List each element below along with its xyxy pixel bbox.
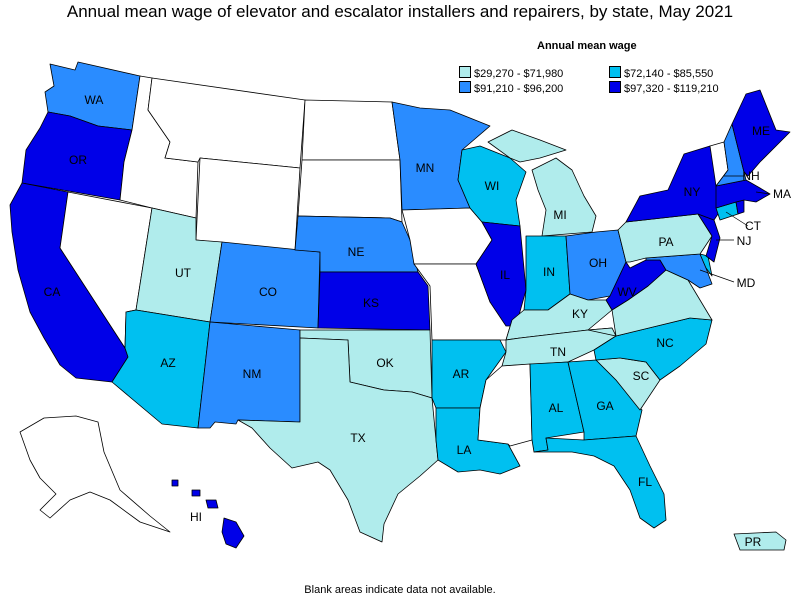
state-hi-maui[interactable] bbox=[205, 499, 219, 509]
state-me[interactable] bbox=[731, 89, 791, 177]
label-oh: OH bbox=[589, 256, 607, 270]
map-title: Annual mean wage of elevator and escalat… bbox=[66, 2, 734, 21]
state-pr[interactable] bbox=[733, 531, 787, 551]
legend-title: Annual mean wage bbox=[537, 40, 637, 52]
state-wy[interactable] bbox=[195, 157, 301, 251]
label-wi: WI bbox=[485, 179, 500, 193]
state-il[interactable] bbox=[475, 221, 527, 327]
label-ny: NY bbox=[684, 185, 701, 199]
state-ny[interactable] bbox=[625, 145, 723, 223]
legend-swatch bbox=[459, 81, 471, 93]
state-mt[interactable] bbox=[147, 77, 306, 169]
label-pr: PR bbox=[745, 535, 762, 549]
legend-item-tier-3: $91,210 - $96,200 bbox=[459, 81, 563, 95]
label-nj: NJ bbox=[737, 234, 752, 248]
state-de[interactable] bbox=[699, 253, 713, 277]
label-al: AL bbox=[549, 401, 564, 415]
label-ma: MA bbox=[773, 187, 791, 201]
footnote: Blank areas indicate data not available. bbox=[304, 584, 496, 596]
label-az: AZ bbox=[160, 356, 175, 370]
label-wv: WV bbox=[617, 285, 636, 299]
state-hi-kauai[interactable] bbox=[171, 479, 179, 487]
label-tx: TX bbox=[350, 431, 365, 445]
state-ks[interactable] bbox=[317, 271, 431, 331]
label-nc: NC bbox=[656, 336, 674, 350]
label-ky: KY bbox=[572, 307, 588, 321]
label-me: ME bbox=[752, 124, 770, 138]
legend-label: $72,140 - $85,550 bbox=[624, 68, 714, 80]
label-il: IL bbox=[500, 268, 510, 282]
legend-label: $91,210 - $96,200 bbox=[474, 83, 564, 95]
label-ne: NE bbox=[348, 245, 365, 259]
label-fl: FL bbox=[638, 475, 652, 489]
label-pa: PA bbox=[658, 235, 673, 249]
state-ak[interactable] bbox=[19, 415, 171, 533]
label-wa: WA bbox=[85, 93, 104, 107]
legend-label: $29,270 - $71,980 bbox=[474, 68, 564, 80]
legend-label: $97,320 - $119,210 bbox=[624, 83, 719, 95]
state-mi-upper[interactable] bbox=[487, 129, 567, 163]
label-tn: TN bbox=[550, 345, 566, 359]
label-nh: NH bbox=[742, 169, 759, 183]
state-nd[interactable] bbox=[301, 99, 401, 161]
label-ct: CT bbox=[745, 219, 762, 233]
label-hi: HI bbox=[190, 510, 202, 524]
label-or: OR bbox=[69, 153, 87, 167]
label-in: IN bbox=[543, 265, 555, 279]
label-ut: UT bbox=[175, 266, 192, 280]
label-ga: GA bbox=[596, 399, 613, 413]
legend-item-tier-2: $72,140 - $85,550 bbox=[609, 66, 713, 80]
legend-swatch bbox=[609, 66, 621, 78]
legend-item-tier-4: $97,320 - $119,210 bbox=[609, 81, 719, 95]
state-wi[interactable] bbox=[457, 145, 527, 227]
state-ma[interactable] bbox=[715, 179, 771, 209]
legend-swatch bbox=[459, 66, 471, 78]
label-ca: CA bbox=[44, 285, 61, 299]
legend-swatch bbox=[609, 81, 621, 93]
label-co: CO bbox=[259, 285, 277, 299]
state-sd[interactable] bbox=[297, 159, 403, 223]
state-tx[interactable] bbox=[237, 337, 439, 543]
label-ks: KS bbox=[363, 296, 379, 310]
state-mi[interactable] bbox=[531, 157, 597, 237]
state-fl[interactable] bbox=[533, 435, 667, 529]
state-hi-big[interactable] bbox=[221, 517, 245, 549]
label-ok: OK bbox=[376, 356, 393, 370]
label-mi: MI bbox=[553, 208, 566, 222]
label-la: LA bbox=[457, 443, 472, 457]
state-hi-oahu[interactable] bbox=[191, 489, 201, 497]
label-md: MD bbox=[737, 276, 756, 290]
label-mn: MN bbox=[416, 161, 435, 175]
label-ar: AR bbox=[453, 367, 470, 381]
label-sc: SC bbox=[633, 369, 650, 383]
legend-item-tier-1: $29,270 - $71,980 bbox=[459, 66, 563, 80]
label-nm: NM bbox=[243, 367, 262, 381]
